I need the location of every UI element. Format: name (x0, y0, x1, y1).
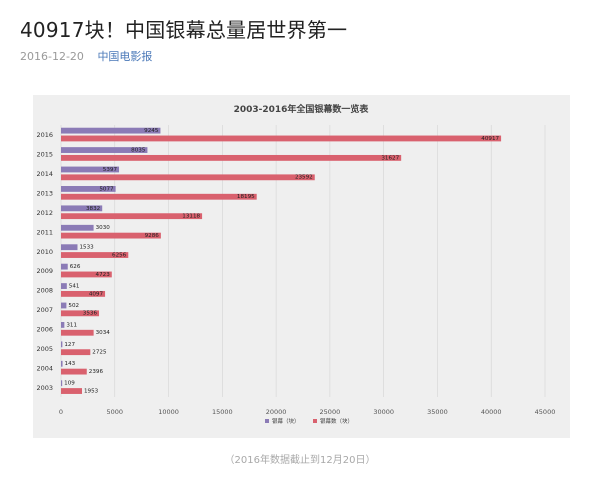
bar-series-2 (61, 232, 161, 239)
bar-series-2 (61, 252, 129, 258)
bar-series-2 (61, 213, 203, 220)
x-tick-label: 45000 (535, 408, 556, 416)
bar-series-1 (61, 263, 68, 270)
article-headline: 40917块！中国银幕总量居世界第一 (20, 18, 348, 42)
data-label: 3832 (86, 206, 100, 212)
x-tick-label: 5000 (107, 408, 124, 416)
y-tick-label: 2010 (36, 248, 53, 256)
bar-series-2 (61, 135, 502, 142)
bar-series-2 (61, 388, 83, 394)
bar-series-2 (61, 310, 100, 317)
bar-series-1 (61, 127, 161, 134)
x-tick-label: 25000 (320, 408, 341, 416)
bar-chart: 2003-2016年全国银幕数一览表 0 5000 10000 15000 20000 25… (36, 103, 556, 425)
bar-series-1 (61, 380, 63, 387)
legend-swatch-2 (313, 419, 317, 423)
bar-series-1 (61, 186, 116, 192)
data-label: 3034 (96, 330, 111, 336)
data-label: 4723 (96, 272, 111, 278)
x-tick-label: 10000 (158, 408, 179, 416)
y-tick-label: 2011 (36, 228, 53, 236)
y-tick-label: 2009 (36, 267, 53, 275)
x-tick-label: 40000 (481, 408, 502, 416)
bar-series-1 (61, 322, 65, 328)
y-tick-label: 2012 (36, 209, 53, 217)
article-meta: 2016-12-20 中国电影报 (20, 48, 152, 64)
bar-series-2 (61, 271, 112, 278)
data-label: 2725 (92, 350, 107, 356)
data-label: 626 (70, 264, 81, 270)
bar-series-2 (61, 193, 257, 200)
bar-series-1 (61, 302, 67, 309)
legend-label: 银幕数（块） (320, 417, 353, 425)
data-label: 502 (68, 303, 79, 309)
y-tick-label: 2006 (36, 326, 53, 334)
chart-image: 2003-2016年全国银幕数一览表 0 5000 10000 15000 20000 25… (33, 95, 570, 438)
y-tick-label: 2015 (36, 151, 53, 159)
data-label: 18195 (237, 194, 255, 200)
y-tick-label: 2007 (36, 306, 53, 314)
y-tick-label: 2008 (36, 287, 53, 295)
x-tick-label: 20000 (266, 408, 287, 416)
x-tick-label: 30000 (373, 408, 394, 416)
bar-series-1 (61, 147, 148, 153)
y-tick-label: 2003 (36, 384, 53, 392)
bar-series-1 (61, 166, 120, 173)
data-label: 1533 (79, 245, 94, 251)
data-label: 23592 (295, 175, 313, 181)
y-tick-label: 2004 (36, 364, 53, 372)
article-date: 2016-12-20 (20, 50, 84, 63)
data-label: 5397 (103, 167, 118, 173)
bar-series-2 (61, 329, 94, 336)
bar-series-1 (61, 283, 67, 289)
data-label: 143 (65, 361, 76, 367)
source-link[interactable]: 中国电影报 (97, 50, 153, 63)
legend-swatch-1 (265, 419, 269, 423)
bar-series-1 (61, 244, 78, 251)
data-label: 8035 (131, 147, 146, 153)
data-label: 3030 (96, 225, 111, 231)
y-tick-label: 2016 (36, 131, 53, 139)
chart-title: 2003-2016年全国银幕数一览表 (234, 103, 370, 115)
data-label: 6256 (112, 252, 127, 258)
data-label: 9286 (145, 233, 160, 239)
y-tick-label: 2013 (36, 190, 53, 198)
data-label: 13118 (182, 214, 200, 220)
data-label: 2396 (89, 369, 104, 375)
data-label: 40917 (481, 136, 499, 142)
bar-series-1 (61, 360, 63, 367)
y-tick-label: 2005 (36, 345, 53, 353)
bar-series-1 (61, 205, 103, 212)
data-label: 4097 (89, 291, 104, 297)
bar-series-1 (61, 224, 94, 231)
x-tick-label: 0 (59, 408, 63, 416)
data-label: 109 (64, 381, 75, 387)
x-tick-label: 15000 (212, 408, 233, 416)
legend-label: 银幕（块） (272, 417, 300, 425)
data-label: 31627 (381, 155, 399, 161)
bar-series-2 (61, 174, 315, 181)
data-label: 3536 (83, 311, 98, 317)
data-label: 127 (64, 342, 75, 348)
bar-series-2 (61, 349, 91, 356)
data-label: 541 (69, 283, 80, 289)
x-tick-label: 35000 (427, 408, 448, 416)
bar-series-2 (61, 154, 402, 161)
y-tick-label: 2014 (36, 170, 53, 178)
data-label: 5077 (99, 186, 114, 192)
data-label: 1953 (84, 388, 99, 394)
bar-series-2 (61, 368, 87, 375)
bar-series-1 (61, 341, 63, 348)
bar-series-2 (61, 290, 106, 297)
data-label: 9245 (144, 128, 159, 134)
data-label: 311 (66, 322, 77, 328)
chart-caption: （2016年数据截止到12月20日） (224, 455, 376, 466)
